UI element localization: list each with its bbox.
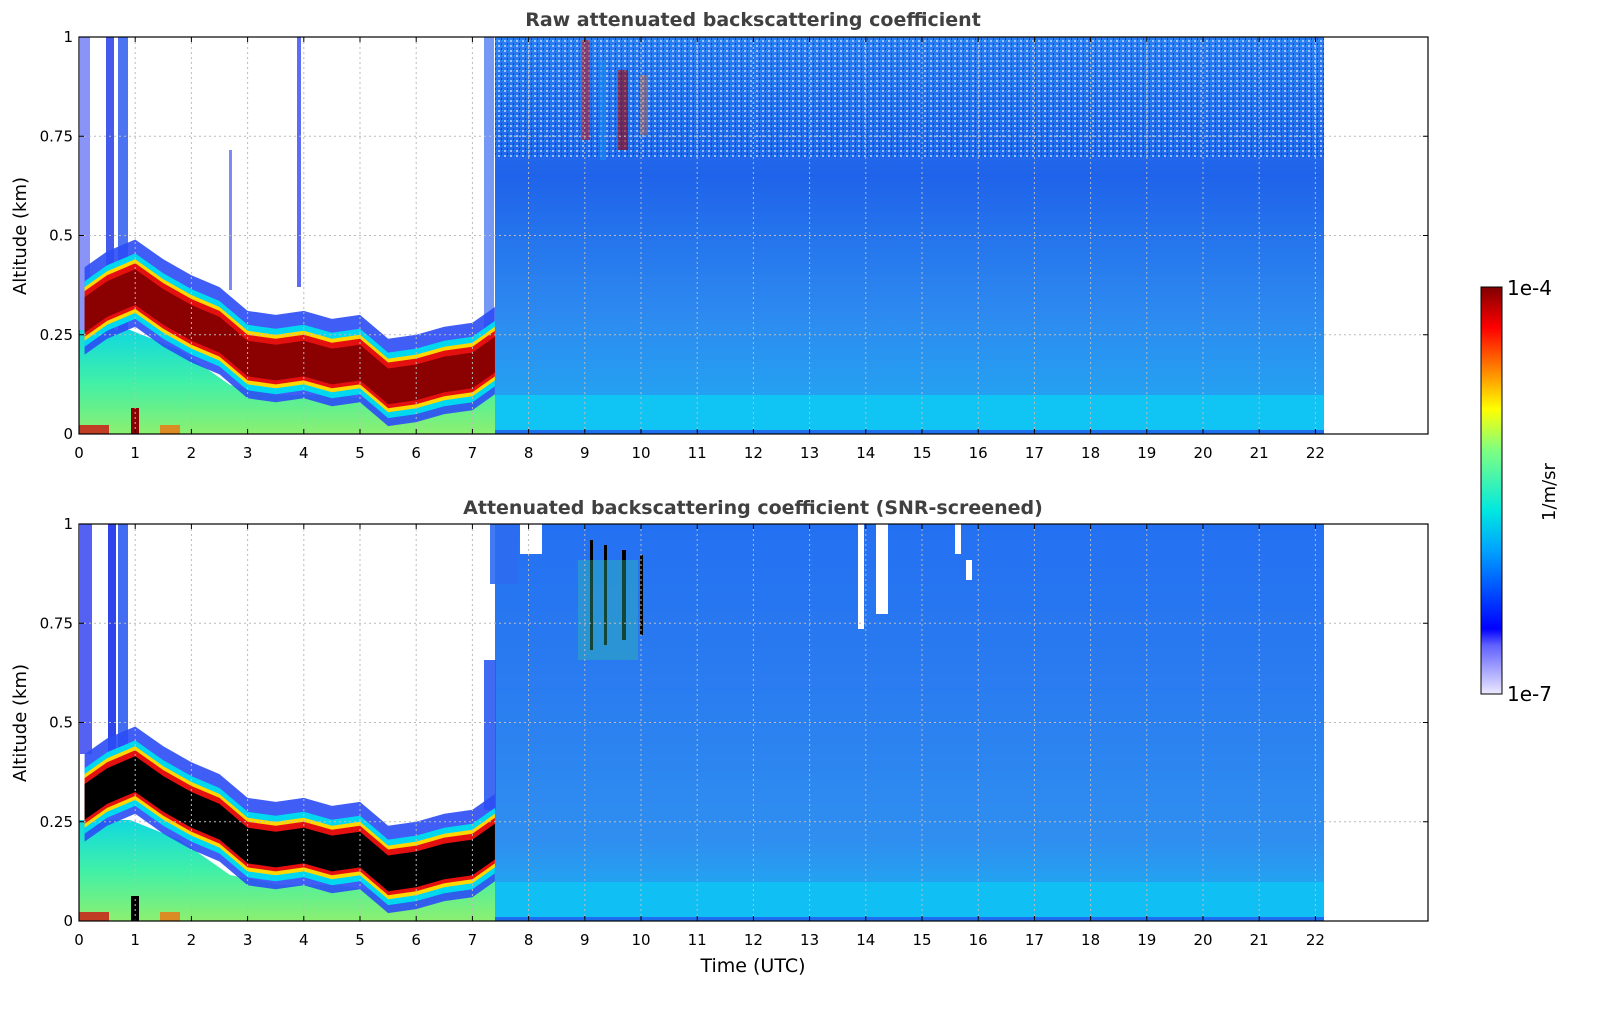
screened-backscatter-panel: Attenuated backscattering coefficient (S…	[10, 497, 1429, 977]
x-tick-label: 22	[1306, 444, 1325, 462]
x-tick-label: 11	[688, 444, 707, 462]
x-tick-label: 12	[744, 444, 763, 462]
x-tick-label: 11	[688, 931, 707, 949]
y-tick-label: 0.5	[49, 227, 73, 245]
y-tick-label: 0.25	[40, 813, 73, 831]
y-axis: 0 0.25 0.5 0.75 1	[40, 28, 1428, 443]
y-axis: 0 0.25 0.5 0.75 1	[40, 515, 1428, 930]
y-tick-label: 0.75	[40, 614, 73, 632]
x-tick-label: 20	[1193, 444, 1212, 462]
y-axis-label: Altitude (km)	[10, 664, 31, 782]
x-tick-label: 17	[1025, 931, 1044, 949]
x-tick-label: 8	[524, 444, 534, 462]
x-tick-label: 12	[744, 931, 763, 949]
x-tick-label: 15	[912, 931, 931, 949]
x-tick-label: 1	[130, 931, 140, 949]
y-tick-label: 0.5	[49, 714, 73, 732]
y-tick-label: 0.25	[40, 326, 73, 344]
y-tick-label: 0	[63, 425, 73, 443]
x-tick-label: 21	[1250, 444, 1269, 462]
x-tick-label: 17	[1025, 444, 1044, 462]
y-tick-label: 0.75	[40, 127, 73, 145]
colorbar-max-label: 1e-4	[1507, 276, 1552, 300]
x-tick-label: 0	[74, 931, 84, 949]
x-tick-label: 2	[187, 931, 197, 949]
x-tick-label: 6	[411, 444, 421, 462]
x-tick-label: 22	[1306, 931, 1325, 949]
x-tick-label: 3	[243, 444, 253, 462]
x-tick-label: 2	[187, 444, 197, 462]
x-axis: 0 1 2 3 4 5 6 7 8 9 10 11 12 13 14 15 16 17 18 19 20 21 22	[74, 37, 1325, 462]
y-axis-label: Altitude (km)	[10, 177, 31, 295]
x-tick-label: 10	[631, 444, 650, 462]
x-tick-label: 7	[468, 444, 478, 462]
colorbar-min-label: 1e-7	[1507, 682, 1552, 706]
x-tick-label: 4	[299, 931, 309, 949]
x-tick-label: 18	[1081, 931, 1100, 949]
raw-backscatter-panel: Raw attenuated backscattering coefficien…	[10, 9, 1429, 462]
x-tick-label: 9	[580, 931, 590, 949]
colorbar-unit-label: 1/m/sr	[1539, 462, 1560, 520]
y-tick-label: 0	[63, 912, 73, 930]
y-tick-label: 1	[63, 515, 73, 533]
x-tick-label: 14	[856, 931, 875, 949]
x-tick-label: 7	[468, 931, 478, 949]
y-tick-label: 1	[63, 28, 73, 46]
x-tick-label: 5	[355, 931, 365, 949]
colorbar-gradient	[1480, 286, 1503, 695]
x-tick-label: 6	[411, 931, 421, 949]
colorbar: 1e-4 1e-7 1/m/sr	[1480, 276, 1560, 706]
x-tick-label: 1	[130, 444, 140, 462]
chart-title: Raw attenuated backscattering coefficien…	[525, 9, 981, 31]
x-tick-label: 15	[912, 444, 931, 462]
x-tick-label: 5	[355, 444, 365, 462]
x-tick-label: 0	[74, 444, 84, 462]
x-tick-label: 13	[800, 931, 819, 949]
x-tick-label: 4	[299, 444, 309, 462]
x-axis: 0 1 2 3 4 5 6 7 8 9 10 11 12 13 14 15 16 17 18 19 20 21 22	[74, 524, 1325, 949]
chart-title: Attenuated backscattering coefficient (S…	[463, 497, 1043, 519]
x-tick-label: 13	[800, 444, 819, 462]
x-tick-label: 18	[1081, 444, 1100, 462]
x-tick-label: 19	[1137, 444, 1156, 462]
layer-band-halo	[84, 726, 495, 914]
x-tick-label: 16	[969, 931, 988, 949]
x-tick-label: 3	[243, 931, 253, 949]
layer-band-halo	[84, 239, 495, 427]
grid	[79, 37, 1428, 434]
x-axis-label: Time (UTC)	[699, 955, 805, 977]
x-tick-label: 9	[580, 444, 590, 462]
x-tick-label: 20	[1193, 931, 1212, 949]
x-tick-label: 21	[1250, 931, 1269, 949]
x-tick-label: 10	[631, 931, 650, 949]
grid	[79, 524, 1428, 921]
x-tick-label: 14	[856, 444, 875, 462]
x-tick-label: 16	[969, 444, 988, 462]
x-tick-label: 8	[524, 931, 534, 949]
x-tick-label: 19	[1137, 931, 1156, 949]
